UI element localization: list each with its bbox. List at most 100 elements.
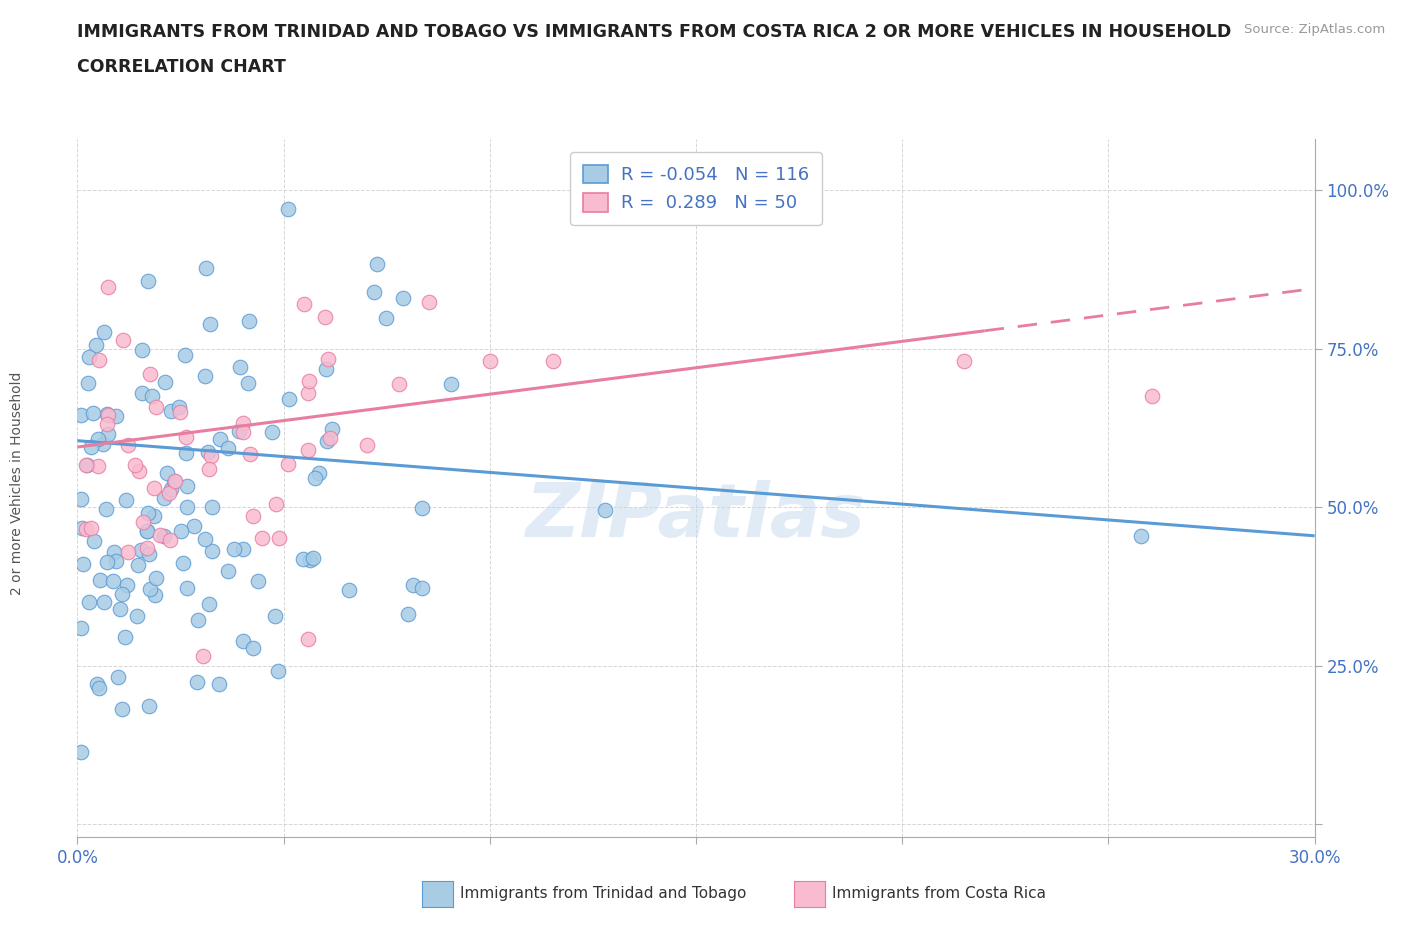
- Point: [201, 499, 224, 514]
- Point: [145, 400, 167, 415]
- Point: [70, 407, 93, 422]
- Point: [187, 613, 209, 628]
- Point: [103, 573, 125, 588]
- Point: [135, 540, 157, 555]
- Legend: R = -0.054   N = 116, R =  0.289   N = 50: R = -0.054 N = 116, R = 0.289 N = 50: [571, 152, 821, 225]
- Point: [953, 354, 976, 369]
- Point: [96, 502, 118, 517]
- Point: [172, 555, 194, 570]
- Point: [176, 430, 198, 445]
- Point: [388, 377, 411, 392]
- Point: [159, 533, 181, 548]
- Point: [277, 456, 299, 471]
- Point: [304, 470, 326, 485]
- Point: [153, 528, 176, 543]
- Text: CORRELATION CHART: CORRELATION CHART: [77, 58, 287, 75]
- Point: [238, 313, 260, 328]
- Point: [541, 353, 564, 368]
- Point: [228, 360, 250, 375]
- Point: [297, 631, 319, 646]
- Point: [170, 524, 193, 538]
- Text: 2 or more Vehicles in Household: 2 or more Vehicles in Household: [10, 372, 24, 595]
- Point: [107, 670, 129, 684]
- Point: [149, 527, 172, 542]
- Point: [72, 557, 94, 572]
- Point: [208, 677, 231, 692]
- Point: [153, 375, 176, 390]
- Point: [363, 285, 385, 299]
- Point: [167, 399, 190, 414]
- Text: Source: ZipAtlas.com: Source: ZipAtlas.com: [1244, 23, 1385, 36]
- Point: [93, 325, 115, 339]
- Point: [143, 509, 166, 524]
- Point: [163, 473, 186, 488]
- Text: IMMIGRANTS FROM TRINIDAD AND TOBAGO VS IMMIGRANTS FROM COSTA RICA 2 OR MORE VEHI: IMMIGRANTS FROM TRINIDAD AND TOBAGO VS I…: [77, 23, 1232, 41]
- Point: [297, 386, 319, 401]
- Point: [173, 348, 195, 363]
- Point: [174, 445, 197, 460]
- Point: [593, 502, 616, 517]
- Point: [411, 500, 433, 515]
- Point: [176, 499, 198, 514]
- Point: [217, 441, 239, 456]
- Point: [70, 491, 93, 506]
- Point: [308, 465, 330, 480]
- Point: [269, 531, 291, 546]
- Point: [115, 493, 138, 508]
- Point: [183, 518, 205, 533]
- Point: [96, 406, 118, 421]
- Point: [145, 571, 167, 586]
- Point: [392, 290, 415, 305]
- Point: [112, 332, 135, 347]
- Text: Immigrants from Costa Rica: Immigrants from Costa Rica: [832, 886, 1046, 901]
- Point: [70, 745, 93, 760]
- Point: [198, 596, 221, 611]
- Point: [86, 677, 108, 692]
- Point: [129, 542, 152, 557]
- Point: [76, 375, 98, 390]
- Point: [138, 698, 160, 713]
- Point: [77, 594, 100, 609]
- Point: [319, 431, 342, 445]
- Point: [191, 649, 214, 664]
- Point: [93, 594, 115, 609]
- Point: [169, 405, 191, 419]
- Point: [138, 581, 160, 596]
- Point: [77, 350, 100, 365]
- Point: [87, 459, 110, 474]
- Point: [97, 407, 120, 422]
- Text: Immigrants from Trinidad and Tobago: Immigrants from Trinidad and Tobago: [460, 886, 747, 901]
- Point: [97, 426, 120, 441]
- Point: [70, 621, 93, 636]
- Point: [278, 392, 301, 406]
- Point: [105, 408, 128, 423]
- Point: [232, 542, 254, 557]
- Point: [82, 406, 104, 421]
- Point: [96, 554, 118, 569]
- Point: [292, 552, 315, 567]
- Point: [301, 551, 323, 565]
- Point: [321, 421, 343, 436]
- Point: [160, 482, 183, 497]
- Point: [135, 524, 157, 538]
- Point: [292, 297, 315, 312]
- Point: [440, 377, 463, 392]
- Point: [242, 641, 264, 656]
- Point: [260, 424, 283, 439]
- Point: [316, 352, 339, 367]
- Point: [238, 376, 260, 391]
- Point: [266, 664, 288, 679]
- Point: [111, 586, 134, 601]
- Point: [242, 508, 264, 523]
- Point: [127, 558, 149, 573]
- Point: [297, 442, 319, 457]
- Point: [176, 478, 198, 493]
- Point: [195, 261, 218, 276]
- Point: [111, 701, 134, 716]
- Point: [84, 338, 107, 352]
- Point: [80, 440, 103, 455]
- Point: [401, 578, 423, 592]
- Point: [75, 521, 97, 536]
- Point: [108, 602, 131, 617]
- Point: [86, 432, 108, 446]
